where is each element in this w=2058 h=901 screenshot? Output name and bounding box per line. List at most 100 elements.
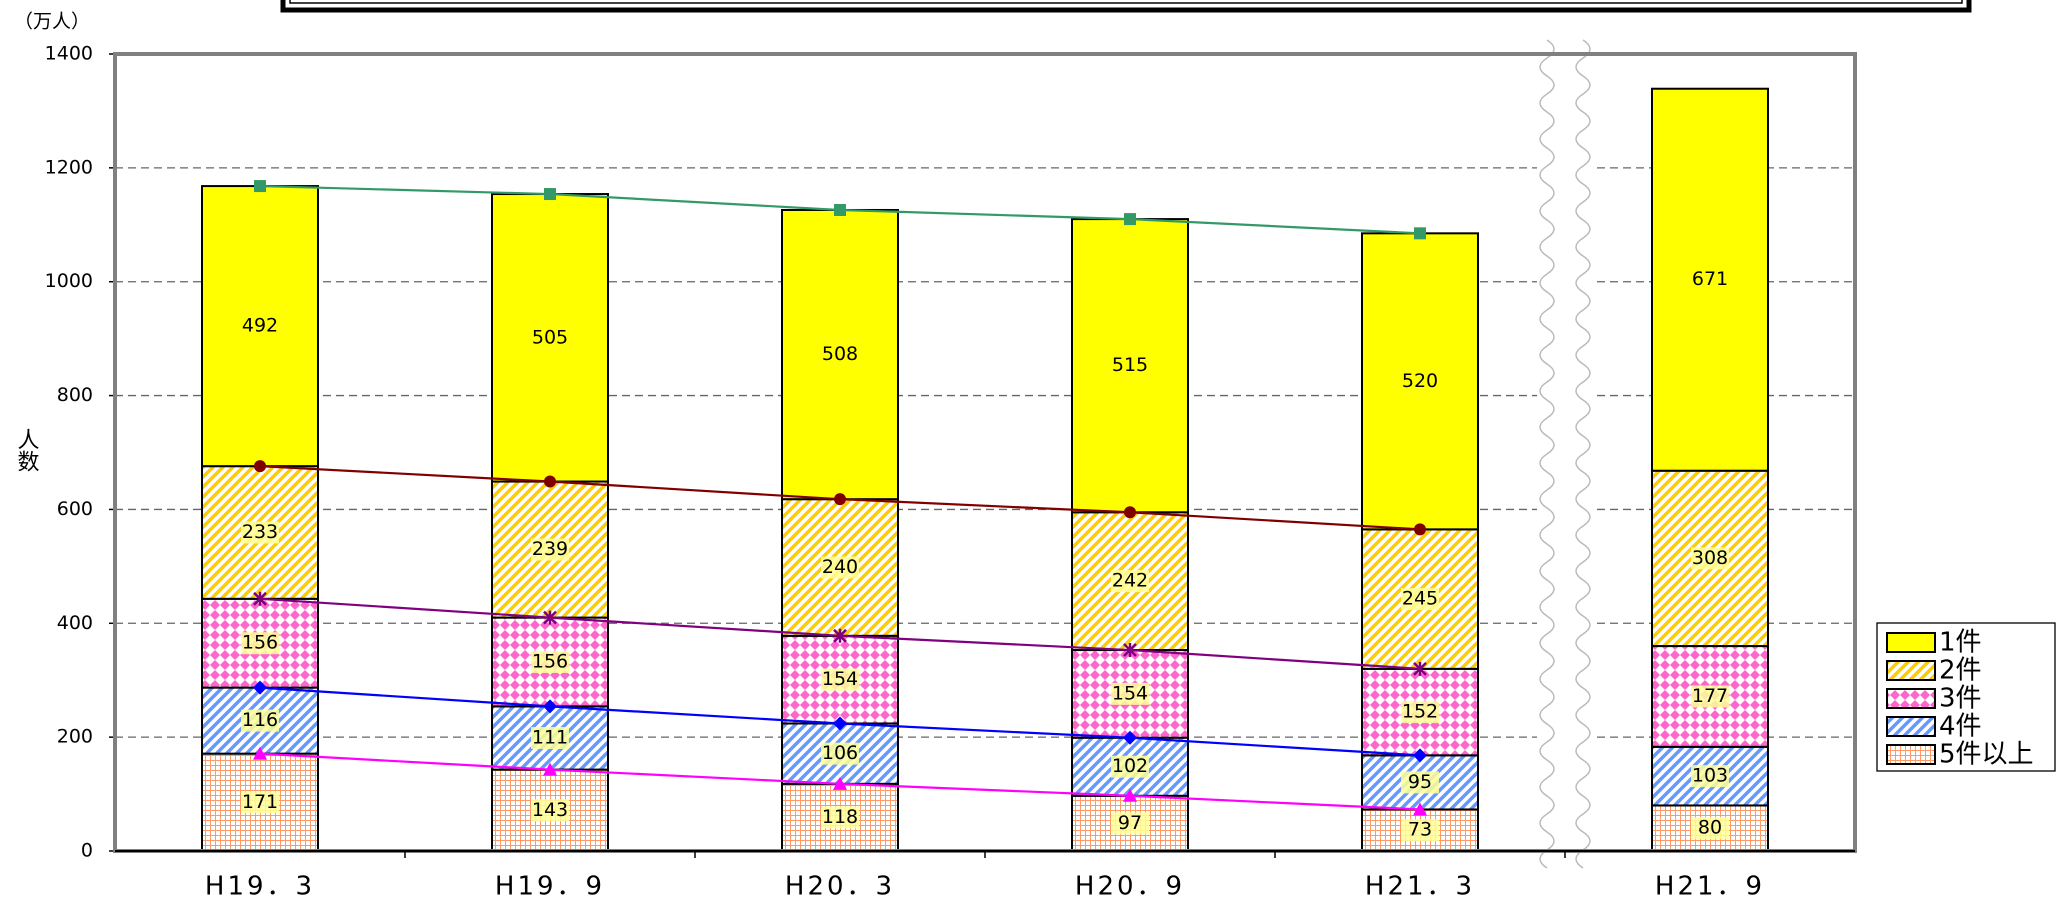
bar-segment <box>201 185 319 468</box>
value-label: 156 <box>242 632 278 654</box>
value-label-bg <box>531 650 569 673</box>
y-tick-label: 0 <box>81 840 93 862</box>
x-tick-label: H21．9 <box>1655 872 1765 901</box>
value-label: 171 <box>242 791 278 813</box>
legend-label: 3件 <box>1939 684 1982 714</box>
value-label-bg <box>531 799 569 822</box>
value-label-bg <box>1401 588 1439 611</box>
value-label-bg <box>821 556 859 579</box>
trend-marker <box>1123 730 1137 745</box>
trend-marker <box>254 180 266 193</box>
trend-marker <box>833 716 847 731</box>
value-label: 492 <box>242 315 278 337</box>
value-label-bg <box>821 806 859 829</box>
trend-marker <box>833 628 847 643</box>
y-tick-label: 600 <box>57 498 93 520</box>
value-label: 152 <box>1402 701 1438 723</box>
legend-label: 2件 <box>1939 656 1982 686</box>
legend-label: 4件 <box>1939 712 1982 742</box>
legend-swatch <box>1886 716 1936 737</box>
value-label-bg <box>1401 701 1439 724</box>
x-tick-label: H19．9 <box>495 872 605 901</box>
value-label: 245 <box>1402 588 1438 610</box>
value-label: 73 <box>1408 819 1432 841</box>
value-label-bg <box>1401 771 1439 794</box>
trend-marker <box>1414 227 1426 240</box>
value-label: 520 <box>1402 370 1438 392</box>
trend-marker <box>834 493 846 506</box>
x-tick-label: H20．3 <box>785 872 895 901</box>
value-label: 508 <box>822 343 858 365</box>
trend-marker <box>1123 643 1137 658</box>
value-label: 118 <box>822 806 858 828</box>
legend-swatch <box>1886 688 1936 709</box>
y-tick-label: 800 <box>57 384 93 406</box>
bar-segment <box>491 193 609 483</box>
value-label-bg <box>241 632 279 655</box>
value-label-bg <box>821 742 859 765</box>
trend-marker <box>544 475 556 488</box>
x-tick-label: H20．9 <box>1075 872 1185 901</box>
y-tick-label: 400 <box>57 612 93 634</box>
x-tick-label: H21．3 <box>1365 872 1475 901</box>
bar-segment <box>1651 87 1769 472</box>
value-label-bg <box>241 521 279 544</box>
trend-marker <box>254 460 266 473</box>
value-label-bg <box>1691 817 1729 840</box>
trend-marker <box>1124 506 1136 519</box>
trend-marker <box>253 680 267 695</box>
value-label: 97 <box>1118 812 1142 834</box>
value-label-bg <box>1111 570 1149 593</box>
trend-marker <box>544 188 556 201</box>
trend-marker <box>834 203 846 216</box>
value-label: 102 <box>1112 755 1148 777</box>
value-label-bg <box>821 668 859 691</box>
value-label-bg <box>1691 685 1729 708</box>
trend-marker <box>833 776 847 790</box>
trend-marker <box>1123 788 1137 802</box>
value-label: 111 <box>532 726 568 748</box>
title-box-inner <box>289 0 1963 4</box>
trend-marker <box>543 610 557 625</box>
trend-marker <box>253 746 267 760</box>
y-tick-label: 1200 <box>45 156 93 178</box>
value-label: 95 <box>1408 771 1432 793</box>
value-label: 143 <box>532 799 568 821</box>
legend-swatch <box>1886 744 1936 765</box>
x-tick-label: H19．3 <box>205 872 315 901</box>
legend-swatch <box>1886 632 1936 653</box>
value-label: 505 <box>532 326 568 348</box>
value-label-bg <box>1111 682 1149 705</box>
axis-break-line <box>1575 39 1591 869</box>
legend-label: 5件以上 <box>1939 740 2034 770</box>
y-tick-label: 200 <box>57 726 93 748</box>
trend-marker <box>253 591 267 606</box>
value-label: 239 <box>532 538 568 560</box>
value-label: 116 <box>242 709 278 731</box>
value-label: 156 <box>532 650 568 672</box>
value-label: 154 <box>1112 682 1148 704</box>
trend-marker <box>1124 213 1136 226</box>
value-label: 242 <box>1112 570 1148 592</box>
y-label: 人数 <box>14 428 40 472</box>
trend-marker <box>543 762 557 776</box>
value-label-bg <box>531 538 569 561</box>
value-label-bg <box>1401 819 1439 842</box>
value-label: 308 <box>1692 547 1728 569</box>
title-box <box>280 0 1972 13</box>
value-label: 671 <box>1692 268 1728 290</box>
value-label-bg <box>1111 812 1149 835</box>
value-label: 233 <box>242 521 278 543</box>
legend-swatch <box>1886 660 1936 681</box>
axis-break <box>1537 38 1593 844</box>
trend-marker <box>543 699 557 714</box>
value-label-bg <box>531 726 569 749</box>
value-label: 515 <box>1112 354 1148 376</box>
value-label-bg <box>241 791 279 814</box>
value-label-bg <box>1111 755 1149 778</box>
bar-segment <box>1071 218 1189 514</box>
legend-label: 1件 <box>1939 628 1982 658</box>
trend-marker <box>1413 661 1427 676</box>
trend-marker <box>1413 802 1427 816</box>
